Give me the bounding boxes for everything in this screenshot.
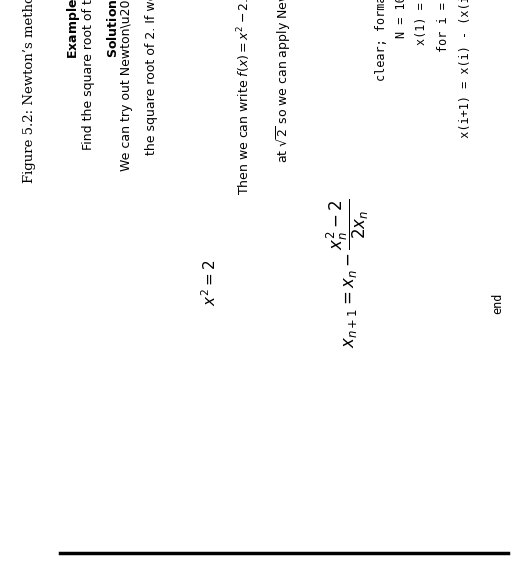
Text: Then we can write $f(x) = x^2 - 2$. This function goes to zero: Then we can write $f(x) = x^2 - 2$. This…: [235, 0, 255, 195]
Text: for i = 1:N: for i = 1:N: [437, 0, 450, 52]
Text: end: end: [491, 292, 505, 314]
Text: $\mathbf{Example\ 5.4.}$: $\mathbf{Example\ 5.4.}$: [65, 0, 82, 59]
Text: N = 10;: N = 10;: [395, 0, 408, 38]
Text: x(1) = 2.: x(1) = 2.: [415, 0, 428, 45]
Text: We can try out Newton\u2019s method to calculate: We can try out Newton\u2019s method to c…: [120, 0, 133, 179]
Text: $x^2 = 2$: $x^2 = 2$: [201, 260, 219, 306]
Text: $x_{n+1} = x_n - \dfrac{x_n^2 - 2}{2x_n}$: $x_{n+1} = x_n - \dfrac{x_n^2 - 2}{2x_n}…: [325, 198, 371, 348]
Text: $\mathbf{Solution\ 5.4.}$: $\mathbf{Solution\ 5.4.}$: [106, 0, 120, 58]
Text: clear; format long;: clear; format long;: [375, 0, 388, 80]
Text: at $\sqrt{2}$ so we can apply Newton\u2019s method.: at $\sqrt{2}$ so we can apply Newton\u20…: [274, 0, 293, 163]
Text: the square root of 2. If we have the equation,: the square root of 2. If we have the equ…: [145, 0, 158, 156]
Text: Find the square root of two to high precision.: Find the square root of two to high prec…: [82, 0, 95, 157]
Text: Figure 5.2: Newton’s method: Figure 5.2: Newton’s method: [24, 0, 37, 183]
Text: x(i+1) = x(i) - (x(i)^2 -2)/(2*x(i));: x(i+1) = x(i) - (x(i)^2 -2)/(2*x(i));: [459, 0, 472, 152]
